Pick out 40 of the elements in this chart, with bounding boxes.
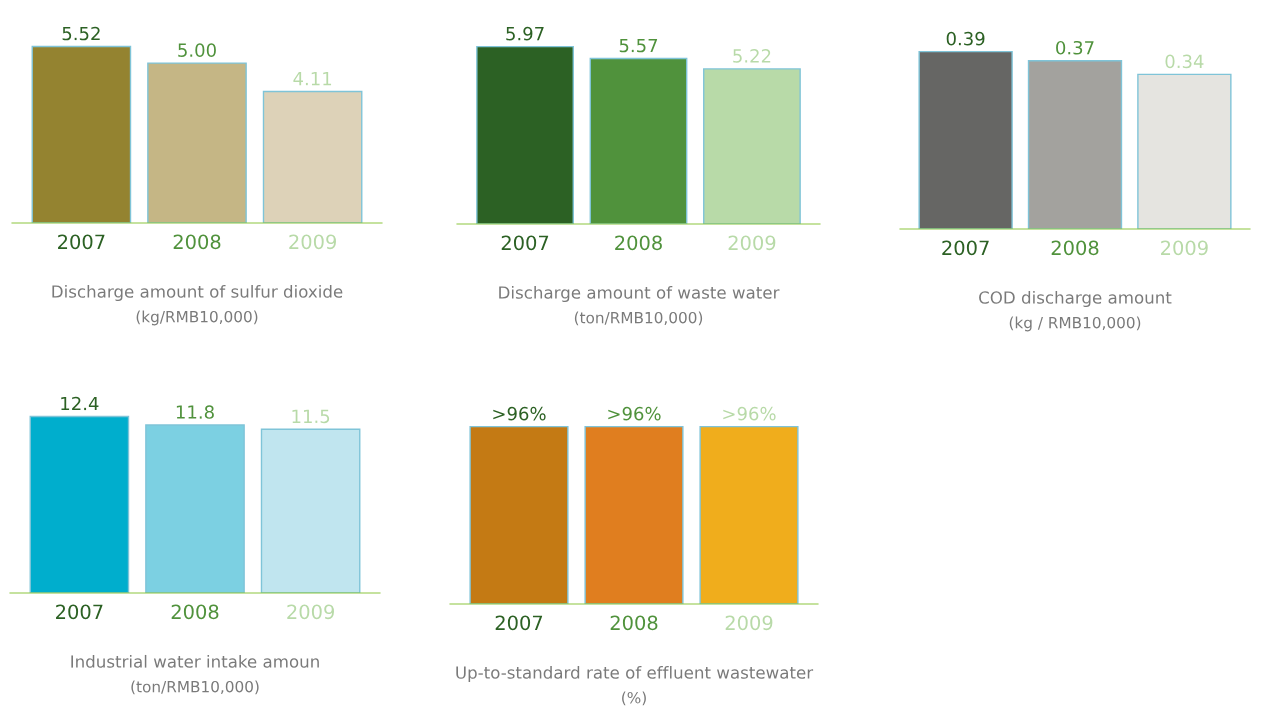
- x-tick-label: 2007: [942, 240, 989, 256]
- data-label: 5.57: [619, 38, 658, 53]
- data-label: >96%: [493, 406, 546, 421]
- text: (ton/RMB10,000): [131, 680, 259, 695]
- text: (%): [622, 691, 646, 706]
- data-label: 11.8: [176, 405, 214, 419]
- data-label: 5.00: [178, 43, 216, 57]
- x-tick-label: 2009: [287, 604, 334, 620]
- data-label: 0.34: [1165, 54, 1204, 69]
- x-tick-label: 2008: [173, 234, 221, 250]
- data-label: >96%: [608, 406, 661, 421]
- data-label: 11.5: [292, 409, 330, 424]
- data-label: 5.52: [62, 26, 100, 41]
- text: (kg/RMB10,000): [136, 310, 258, 326]
- x-tick-label: 2009: [725, 615, 773, 631]
- x-tick-label: 2007: [495, 615, 543, 631]
- text: (kg / RMB10,000): [1009, 316, 1141, 332]
- x-tick-label: 2007: [56, 604, 103, 620]
- x-tick-label: 2009: [1161, 240, 1208, 256]
- x-tick-label: 2008: [171, 604, 219, 620]
- text: Discharge amount of sulfur dioxide: [52, 284, 343, 302]
- x-tick-label: 2007: [58, 234, 105, 250]
- data-label: 0.37: [1056, 40, 1094, 55]
- text: Industrial water intake amoun: [71, 654, 319, 668]
- x-tick-label: 2007: [501, 235, 549, 251]
- text: Up-to-standard rate of effluent wastewater: [456, 665, 814, 683]
- x-tick-label: 2008: [615, 235, 662, 251]
- data-label: 5.97: [506, 26, 544, 41]
- x-tick-label: 2009: [728, 235, 776, 251]
- text: COD discharge amount: [979, 290, 1172, 308]
- x-tick-label: 2008: [1051, 240, 1099, 256]
- data-label: 5.22: [733, 49, 771, 63]
- text: Discharge amount of waste water: [499, 285, 780, 303]
- data-label: 0.39: [946, 31, 985, 46]
- x-tick-label: 2009: [289, 234, 336, 250]
- data-label: >96%: [723, 406, 776, 421]
- text: (ton/RMB10,000): [574, 311, 703, 326]
- x-tick-label: 2008: [610, 615, 658, 631]
- data-label: 12.4: [61, 396, 99, 411]
- data-label: 4.11: [293, 72, 332, 86]
